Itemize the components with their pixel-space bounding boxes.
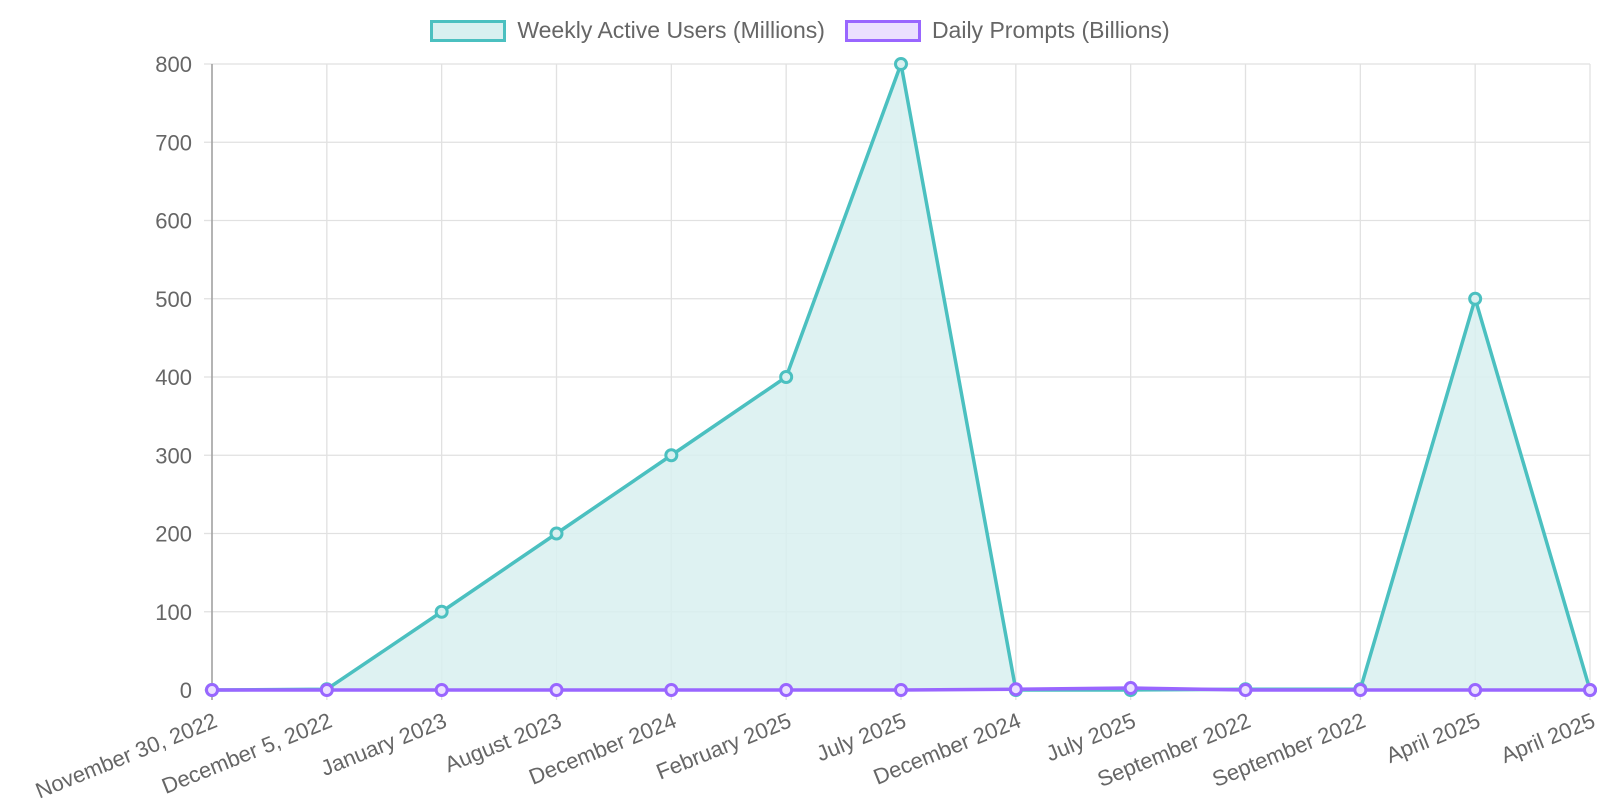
y-tick-label: 800 xyxy=(155,52,192,77)
y-tick-label: 400 xyxy=(155,365,192,390)
data-point xyxy=(1123,681,1138,696)
data-point xyxy=(664,683,679,697)
data-point xyxy=(894,57,908,71)
data-point xyxy=(1238,683,1253,697)
data-point xyxy=(549,683,564,697)
y-tick-label: 600 xyxy=(155,209,192,234)
legend-label-daily-prompts: Daily Prompts (Billions) xyxy=(931,17,1170,43)
y-tick-label: 100 xyxy=(155,600,192,625)
x-tick-label: January 2023 xyxy=(317,708,450,781)
x-tick-label: April 2025 xyxy=(1497,708,1598,768)
y-tick-label: 300 xyxy=(155,443,192,468)
legend: Weekly Active Users (Millions) Daily Pro… xyxy=(0,17,1600,44)
data-point xyxy=(434,604,449,619)
legend-swatch-daily-prompts xyxy=(844,19,921,42)
data-point xyxy=(1468,291,1483,306)
data-point xyxy=(1583,683,1597,697)
y-tick-label: 500 xyxy=(155,287,192,312)
data-point xyxy=(434,683,449,697)
data-point xyxy=(894,683,908,697)
legend-item-daily-prompts[interactable]: Daily Prompts (Billions) xyxy=(844,17,1170,44)
y-tick-label: 700 xyxy=(155,130,192,155)
y-tick-label: 0 xyxy=(180,678,192,703)
data-point xyxy=(319,683,334,697)
data-point xyxy=(779,683,794,697)
y-tick-label: 200 xyxy=(155,522,192,547)
data-point xyxy=(1468,683,1483,697)
data-point xyxy=(549,526,564,541)
legend-label-weekly-active-users: Weekly Active Users (Millions) xyxy=(517,17,825,43)
legend-swatch-weekly-active-users xyxy=(430,19,507,42)
x-tick-label: April 2025 xyxy=(1382,708,1483,768)
data-point xyxy=(1353,683,1368,697)
legend-item-weekly-active-users[interactable]: Weekly Active Users (Millions) xyxy=(430,17,825,44)
data-point xyxy=(1008,682,1023,697)
data-point xyxy=(664,448,679,463)
data-point xyxy=(779,370,794,384)
data-point xyxy=(205,683,219,697)
